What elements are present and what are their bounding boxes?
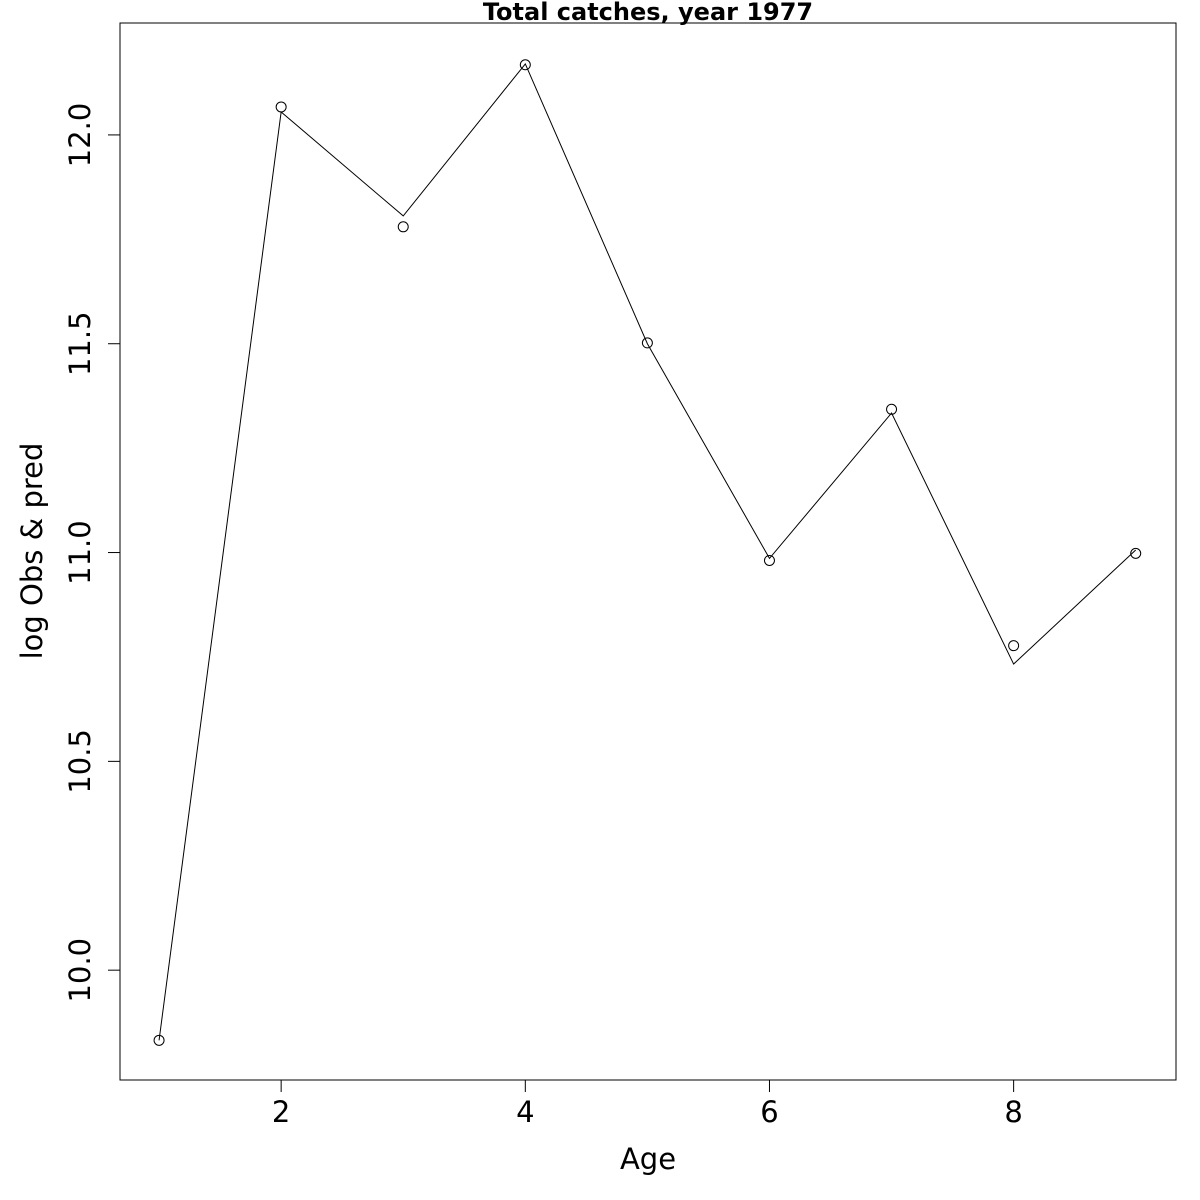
plot-frame — [119, 22, 1177, 1081]
data-point — [275, 101, 287, 113]
x-tick-label: 8 — [1004, 1095, 1022, 1129]
x-tick-label: 4 — [516, 1095, 534, 1129]
data-point — [153, 1034, 165, 1046]
data-point — [519, 59, 531, 71]
data-point — [1008, 640, 1020, 652]
data-line — [158, 62, 1137, 1041]
data-point — [763, 554, 775, 566]
y-tick-label: 12.0 — [63, 103, 97, 168]
y-tick-label: 10.0 — [63, 938, 97, 1003]
data-point — [397, 221, 409, 233]
y-tick-label: 11.0 — [63, 520, 97, 585]
x-tick-label: 2 — [272, 1095, 290, 1129]
y-tick-label: 10.5 — [63, 729, 97, 794]
x-axis-label: Age — [620, 1142, 676, 1176]
x-tick-label: 6 — [760, 1095, 778, 1129]
data-point — [886, 403, 898, 415]
y-tick-label: 11.5 — [63, 311, 97, 376]
chart-title: Total catches, year 1977 — [483, 0, 813, 26]
data-point — [1130, 547, 1142, 559]
data-point — [641, 337, 653, 349]
y-axis-label: log Obs & pred — [15, 443, 49, 660]
